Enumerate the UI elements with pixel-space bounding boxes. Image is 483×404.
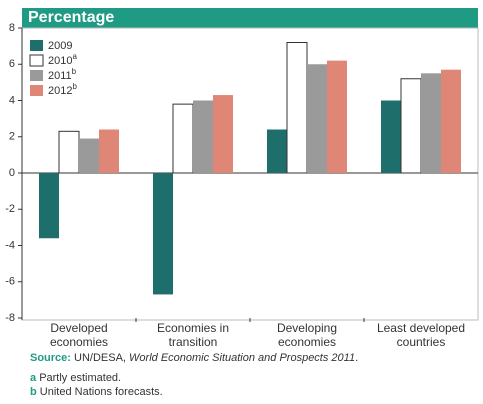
note-text: Partly estimated. [39,372,122,384]
bar [421,73,441,173]
bar [99,129,119,173]
legend-name: 2009 [48,40,72,52]
legend-label: 2009 [48,40,72,52]
legend-label: 2012b [48,82,77,97]
legend-name: 2010 [48,55,72,67]
y-tick-label: -8 [5,312,15,324]
bar [58,130,80,174]
legend-swatch [30,40,43,51]
source: Source: UN/DESA, World Economic Situatio… [30,352,358,364]
bar [400,78,422,174]
x-tick-label: Developed economies [49,321,109,349]
bar [307,64,327,173]
y-tick-label: 8 [9,22,15,34]
note-mark: b [30,386,37,398]
legend-name: 2012 [48,85,72,97]
y-tick-label: -2 [5,203,15,215]
legend-name: 2011 [48,70,72,82]
bar [153,173,173,295]
title-bar [22,8,478,28]
bar [267,129,287,173]
legend-footnote: a [72,52,77,61]
note-mark: a [30,372,37,384]
x-tick-label: Least developed countries [376,321,466,349]
source-text: UN/DESA, [74,352,130,364]
bar [79,138,99,173]
x-tick-label: Economies in transition [156,321,230,349]
y-tick-label: 6 [9,58,15,70]
legend-label: 2010a [48,52,77,67]
plot-frame [21,27,479,321]
bar [39,173,59,239]
note-text: United Nations forecasts. [39,386,163,398]
source-end: . [355,352,359,364]
y-tick-label: 0 [9,167,15,179]
note: a Partly estimated. [30,372,121,384]
y-tick-label: -6 [5,276,15,288]
note: b United Nations forecasts. [30,386,163,398]
source-title: World Economic Situation and Prospects 2… [129,352,356,364]
chart-title: Percentage [28,9,114,26]
x-tick-label: Developing economies [276,321,338,349]
bar [327,60,347,173]
bar [172,103,194,174]
y-tick-label: 4 [9,94,15,106]
bar [213,95,233,173]
legend-label: 2011b [48,67,77,82]
bar [286,42,308,174]
legend-swatch [30,85,43,96]
legend-swatch [30,70,43,81]
bar [381,100,401,173]
bar [193,100,213,173]
legend-footnote: b [72,67,77,76]
legend-footnote: b [72,82,77,91]
y-tick-label: 2 [9,131,15,143]
bar [441,69,461,173]
source-label: Source: [30,352,71,364]
y-tick-label: -4 [5,239,15,251]
legend-swatch [29,54,44,67]
